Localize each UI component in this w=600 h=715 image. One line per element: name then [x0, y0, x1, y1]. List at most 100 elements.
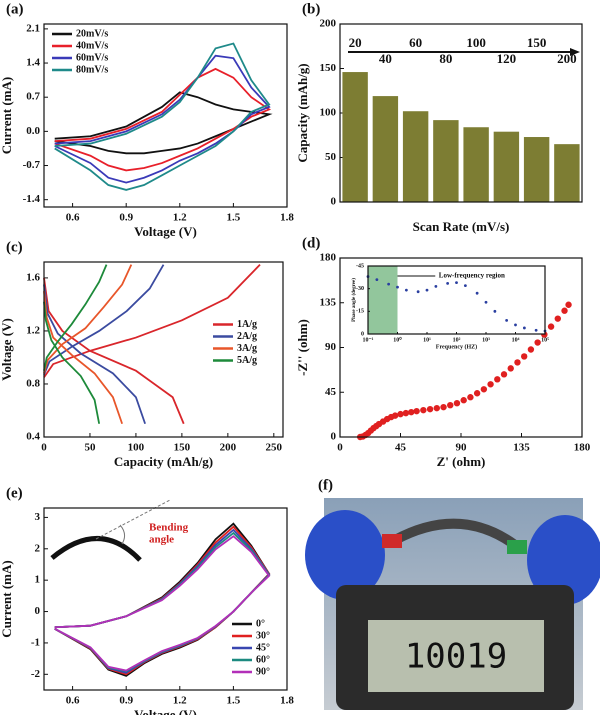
plot-frame: [43, 261, 284, 438]
y-tick-label: -30: [356, 286, 364, 292]
bar: [342, 72, 368, 202]
point: [420, 406, 427, 414]
x-tick-label: 1.8: [280, 212, 294, 224]
category-label: 120: [497, 51, 517, 66]
x-tick-label: 10²: [453, 337, 461, 343]
y-tick-label: -0.7: [23, 159, 41, 171]
x-tick-label: 1.5: [227, 212, 241, 224]
point: [527, 346, 535, 353]
legend-label: 80mV/s: [76, 64, 108, 75]
panel-label: (c): [6, 239, 23, 255]
series-line: [54, 54, 271, 184]
lcd: [368, 620, 544, 692]
flexible-device: [392, 518, 518, 550]
clip: [382, 534, 402, 548]
y-tick-label: -2: [31, 668, 41, 680]
point: [426, 405, 434, 413]
glove: [305, 510, 385, 600]
series-line: [54, 42, 271, 191]
x-axis-label: Voltage (V): [134, 707, 197, 715]
category-label: 20: [349, 35, 362, 50]
legend-label: 60°: [256, 654, 270, 665]
point: [480, 386, 488, 393]
point: [453, 399, 461, 407]
category-label: 100: [466, 35, 486, 50]
annotation: angle: [149, 534, 174, 546]
point: [507, 365, 514, 372]
y-tick-label: 50: [325, 151, 337, 163]
point: [520, 353, 528, 360]
plot-frame: [43, 23, 288, 208]
point: [440, 403, 447, 411]
panel-label: (b): [302, 1, 320, 17]
point: [487, 381, 494, 388]
series-line: [43, 264, 108, 424]
y-tick-label: 1.2: [26, 324, 40, 336]
y-tick-label: 1.6: [26, 271, 40, 283]
x-tick-label: 250: [266, 442, 283, 454]
point: [455, 281, 458, 285]
y-tick-label: 150: [320, 62, 337, 74]
point: [500, 371, 508, 378]
bending-illustration: [50, 499, 171, 562]
legend-label: 20mV/s: [76, 28, 108, 39]
annotation: Bending: [149, 522, 189, 534]
point: [565, 301, 572, 308]
x-tick-label: 0.6: [66, 212, 80, 224]
point: [484, 300, 488, 304]
category-label: 150: [527, 35, 547, 50]
series-line: [54, 91, 273, 155]
point: [561, 307, 568, 314]
x-tick-label: 135: [513, 442, 530, 454]
point: [397, 410, 404, 418]
x-tick-label: 0: [337, 442, 343, 454]
series-line: [54, 67, 272, 172]
point: [460, 397, 467, 404]
x-tick-label: 10⁰: [393, 336, 402, 343]
lcd-reading: 10019: [405, 637, 507, 677]
point: [534, 339, 541, 346]
panel-label: (d): [302, 235, 320, 251]
y-tick-label: 0.4: [26, 431, 40, 443]
point: [391, 412, 399, 419]
y-tick-label: 2: [35, 542, 41, 554]
plot-frame: [43, 507, 288, 691]
x-tick-label: 10⁴: [512, 337, 520, 343]
x-tick-label: 0.6: [66, 695, 80, 707]
tangent-line: [95, 499, 171, 540]
glove: [527, 515, 600, 605]
point: [433, 404, 440, 412]
x-tick-label: 0.9: [119, 212, 133, 224]
legend-label: 0°: [256, 618, 265, 629]
bar: [493, 131, 520, 202]
y-tick-label: 0: [361, 331, 364, 337]
point: [493, 309, 497, 313]
series-line: [43, 264, 165, 425]
clip: [507, 540, 527, 554]
point: [475, 291, 479, 295]
legend-label: 45°: [256, 642, 270, 653]
angle-arc: [119, 524, 126, 545]
x-tick-label: 10⁵: [541, 337, 549, 343]
y-axis-label: Capacity (mAh/g): [295, 63, 310, 162]
point: [467, 394, 474, 401]
point: [514, 323, 517, 327]
panel-label: (e): [6, 485, 23, 501]
bar: [463, 127, 489, 202]
x-tick-label: 10⁻¹: [363, 337, 374, 343]
series-line: [43, 264, 133, 425]
point: [446, 281, 450, 285]
point: [434, 285, 438, 288]
plot-frame: [367, 265, 546, 335]
annotation: Low-frequency region: [439, 272, 505, 280]
y-tick-label: -15: [356, 309, 364, 315]
point: [413, 407, 420, 415]
plot-frame: [339, 23, 583, 203]
y-tick-label: 1.4: [26, 57, 40, 69]
point: [522, 326, 526, 330]
highlight-region: [368, 266, 398, 334]
y-axis-label: Phase angle (degree): [352, 278, 357, 322]
y-tick-label: 0.8: [26, 378, 40, 390]
point: [554, 315, 561, 322]
legend-label: 40mV/s: [76, 40, 108, 51]
